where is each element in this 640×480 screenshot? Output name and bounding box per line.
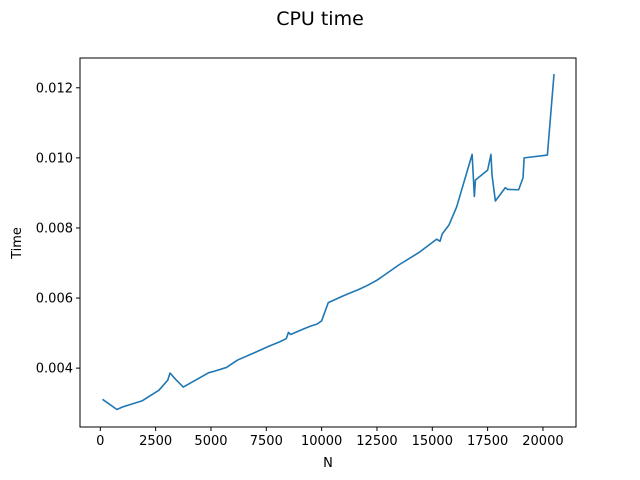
x-tick-label: 10000 [301,434,342,449]
x-tick-label: 17500 [467,434,508,449]
x-axis-label: N [323,456,333,471]
x-tick-label: 20000 [522,434,563,449]
plot-area [102,74,555,411]
y-tick-label: 0.004 [36,362,73,377]
series-line-0 [102,74,555,411]
x-tick-label: 5000 [194,434,227,449]
y-tick-label: 0.012 [36,81,73,96]
chart-title: CPU time [276,8,364,30]
x-tick-label: 12500 [356,434,397,449]
x-tick-label: 15000 [412,434,453,449]
x-tick-label: 0 [96,434,104,449]
y-tick-label: 0.006 [36,292,73,307]
axes-frame [79,57,577,428]
y-tick-label: 0.010 [36,151,73,166]
y-axis: 0.004 0.006 0.008 0.010 0.012 [36,81,80,377]
y-axis-label: Time [10,227,25,260]
x-axis: 0 2500 5000 7500 10000 12500 15000 17500 20000 [96,427,564,449]
y-tick-label: 0.008 [36,221,73,236]
x-tick-label: 7500 [250,434,283,449]
x-tick-label: 2500 [139,434,172,449]
